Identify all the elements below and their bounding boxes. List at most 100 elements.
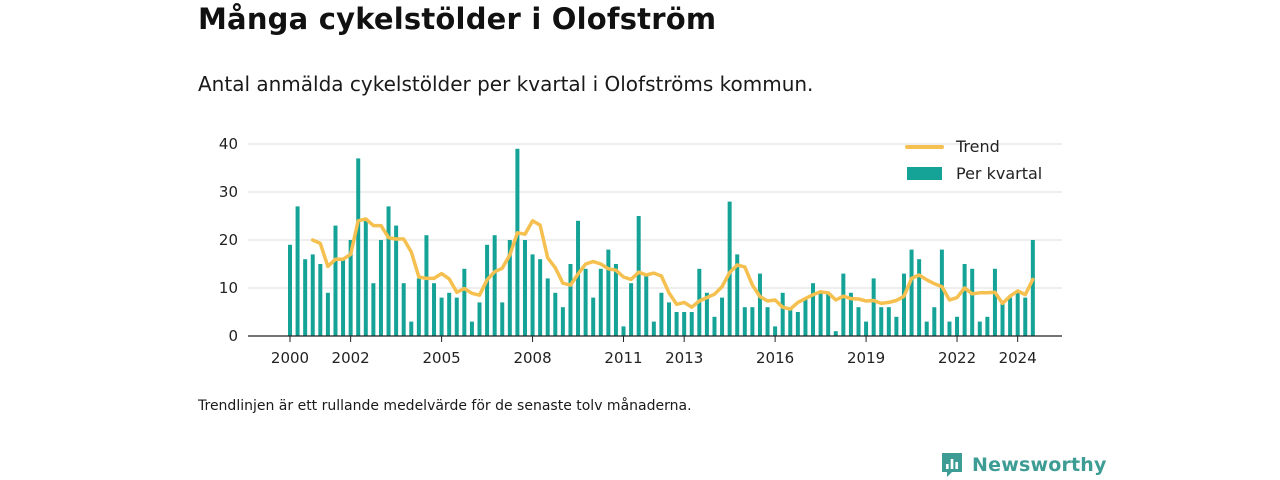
x-tick-label: 2005: [423, 349, 461, 367]
chart-subtitle: Antal anmälda cykelstölder per kvartal i…: [198, 72, 814, 96]
bar: [651, 321, 656, 336]
bar: [568, 264, 573, 336]
bar: [818, 292, 823, 336]
bar: [947, 321, 952, 336]
footnote: Trendlinjen är ett rullande medelvärde f…: [198, 398, 692, 414]
bar: [689, 312, 694, 336]
bar: [970, 268, 975, 336]
bar: [333, 225, 338, 336]
bar: [477, 302, 482, 336]
bar: [848, 292, 853, 336]
bar: [977, 321, 982, 336]
brand-name: Newsworthy: [972, 454, 1107, 476]
bar: [909, 249, 914, 336]
x-tick-label: 2002: [332, 349, 370, 367]
legend-trend-label: Trend: [955, 137, 1000, 156]
bar: [985, 316, 990, 336]
bar: [401, 283, 406, 336]
y-tick-label: 40: [219, 135, 238, 153]
bar: [939, 249, 944, 336]
bar: [432, 283, 437, 336]
bar: [303, 259, 308, 336]
bar: [310, 254, 315, 336]
bar: [409, 321, 414, 336]
bar: [515, 148, 520, 336]
bar: [750, 307, 755, 336]
bar: [348, 240, 353, 336]
bar: [742, 307, 747, 336]
bar: [341, 259, 346, 336]
x-tick-label: 2016: [756, 349, 794, 367]
bar: [356, 158, 361, 336]
bar: [879, 307, 884, 336]
bars: [288, 148, 1035, 336]
bar: [924, 321, 929, 336]
bar: [1015, 292, 1020, 336]
bar: [318, 264, 323, 336]
bar: [841, 273, 846, 336]
bar: [553, 292, 558, 336]
bar: [856, 307, 861, 336]
bar: [992, 268, 997, 336]
bar: [720, 297, 725, 336]
y-tick-label: 0: [228, 327, 238, 345]
bar: [386, 206, 391, 336]
newsworthy-logo-icon: [942, 453, 962, 477]
brand-logo[interactable]: Newsworthy: [940, 450, 1107, 480]
bar: [704, 292, 709, 336]
bar: [325, 292, 330, 336]
y-axis: 0 10 20 30 40: [219, 135, 238, 345]
bar: [363, 220, 368, 336]
legend-bar-swatch: [907, 167, 942, 180]
bar: [894, 316, 899, 336]
bar: [757, 273, 762, 336]
bar: [576, 220, 581, 336]
bar: [500, 302, 505, 336]
bar: [530, 254, 535, 336]
bar: [917, 259, 922, 336]
bar: [522, 240, 527, 336]
trend-line: [310, 217, 1035, 311]
bar: [591, 297, 596, 336]
y-tick-label: 10: [219, 279, 238, 297]
x-axis: 2000 2002 2005 2008 2011 2013 2016 2019 2022 2024: [248, 335, 1062, 367]
bar: [712, 316, 717, 336]
bar: [932, 307, 937, 336]
x-tick-label: 2000: [271, 349, 309, 367]
bar: [621, 326, 626, 336]
x-tick-label: 2024: [999, 349, 1037, 367]
legend: Trend Per kvartal: [905, 137, 1042, 183]
bar: [871, 278, 876, 336]
bar: [659, 292, 664, 336]
bar: [1008, 297, 1013, 336]
bar: [371, 283, 376, 336]
bar: [462, 268, 467, 336]
bar: [295, 206, 300, 336]
bar: [644, 273, 649, 336]
bar: [560, 307, 565, 336]
bar: [378, 240, 383, 336]
bar: [454, 297, 459, 336]
bar: [886, 307, 891, 336]
x-tick-label: 2022: [938, 349, 976, 367]
bar: [507, 240, 512, 336]
x-tick-label: 2013: [665, 349, 703, 367]
bar: [545, 278, 550, 336]
bar: [1030, 240, 1035, 336]
bar: [682, 312, 687, 336]
gridlines: [248, 143, 1062, 289]
bar: [803, 297, 808, 336]
bar: [811, 283, 816, 336]
bar: [1023, 297, 1028, 336]
bar: [727, 201, 732, 336]
bar: [674, 312, 679, 336]
bar: [492, 235, 497, 336]
bar: [735, 254, 740, 336]
bar: [288, 244, 292, 336]
bar: [394, 225, 399, 336]
y-tick-label: 20: [219, 231, 238, 249]
bar: [788, 307, 793, 336]
x-tick-label: 2019: [847, 349, 885, 367]
bar: [447, 292, 452, 336]
